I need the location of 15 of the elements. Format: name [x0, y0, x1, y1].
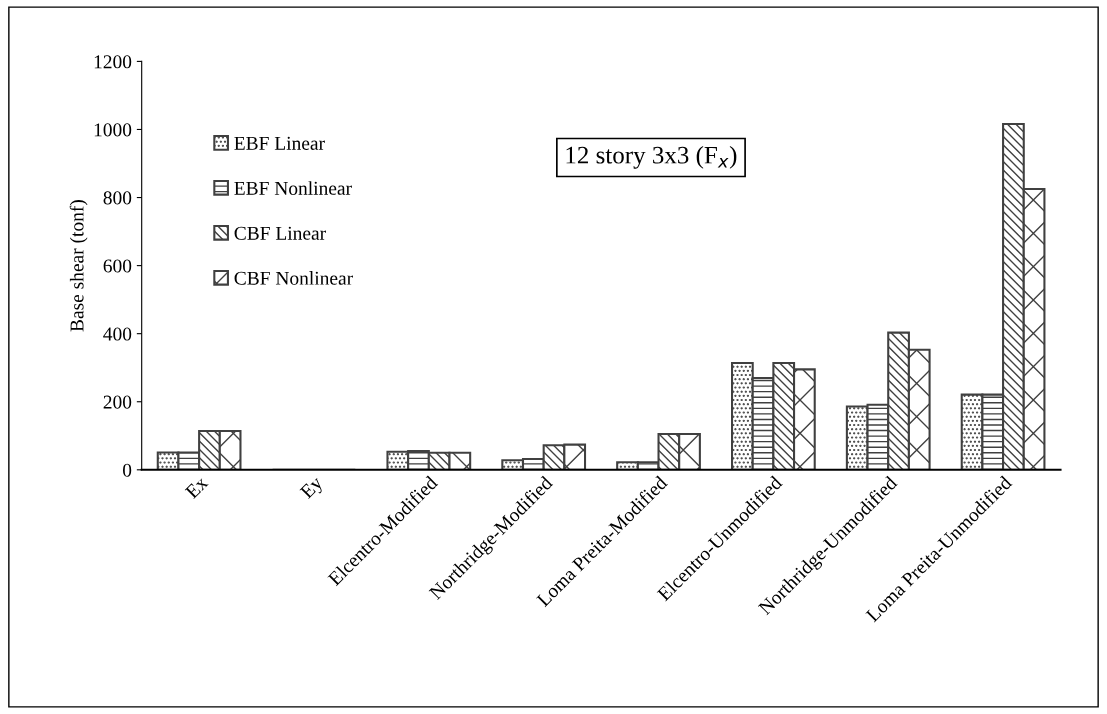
y-axis-title: Base shear (tonf) [69, 200, 88, 332]
y-tick-label: 400 [103, 327, 132, 341]
legend-label: CBF Nonlinear [234, 271, 353, 285]
y-tick-label: 800 [103, 191, 132, 205]
x-tick-label: Ey [299, 475, 327, 503]
legend-label: CBF Linear [234, 226, 326, 240]
annotation: 12 story 3x3 (F$_{x}$) [566, 146, 737, 169]
legend-label: EBF Nonlinear [234, 181, 352, 195]
y-tick-label: 0 [122, 463, 132, 477]
y-tick-label: 600 [103, 259, 132, 273]
y-tick-label: 200 [103, 395, 132, 409]
y-tick-label: 1000 [94, 123, 132, 137]
legend-label: EBF Linear [234, 136, 325, 150]
y-tick-label: 1200 [94, 55, 132, 69]
x-tick-label: Ex [184, 475, 209, 500]
